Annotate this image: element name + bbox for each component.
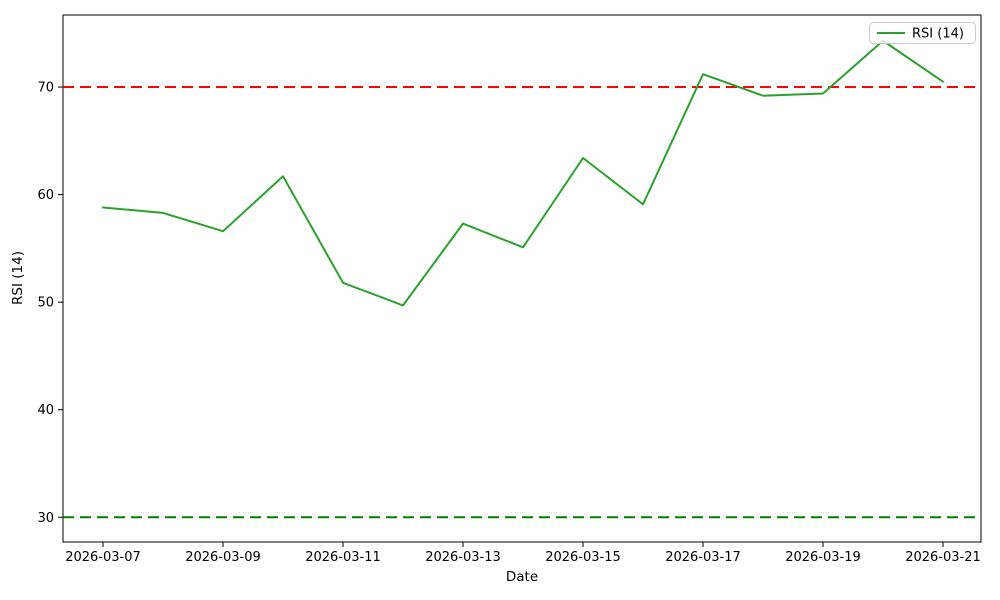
y-tick-label: 50	[37, 296, 54, 311]
x-tick-label: 2026-03-09	[185, 550, 261, 565]
x-tick-label: 2026-03-15	[545, 550, 621, 565]
rsi-series-line	[102, 39, 944, 307]
x-tick-label: 2026-03-19	[785, 550, 861, 565]
plot-frame	[62, 14, 982, 543]
legend: RSI (14)	[869, 22, 976, 44]
x-tick-label: 2026-03-11	[305, 550, 381, 565]
axes-layer: 30 40 50 60 70 2026-03-07 2026-03-09 2026-03-11…	[37, 14, 982, 565]
y-tick-label: 70	[37, 81, 54, 96]
x-tick-label: 2026-03-17	[665, 550, 741, 565]
legend-box	[869, 22, 976, 44]
x-tick-label: 2026-03-07	[65, 550, 141, 565]
legend-label: RSI (14)	[912, 27, 964, 42]
y-tick-label: 60	[37, 188, 54, 203]
x-tick-label: 2026-03-13	[425, 550, 501, 565]
x-axis-title: Date	[506, 569, 538, 585]
y-tick-label: 40	[37, 403, 54, 418]
y-axis-title: RSI (14)	[10, 251, 26, 305]
x-tick-label: 2026-03-21	[905, 550, 981, 565]
y-tick-label: 30	[37, 511, 54, 526]
series-layer	[63, 39, 981, 519]
